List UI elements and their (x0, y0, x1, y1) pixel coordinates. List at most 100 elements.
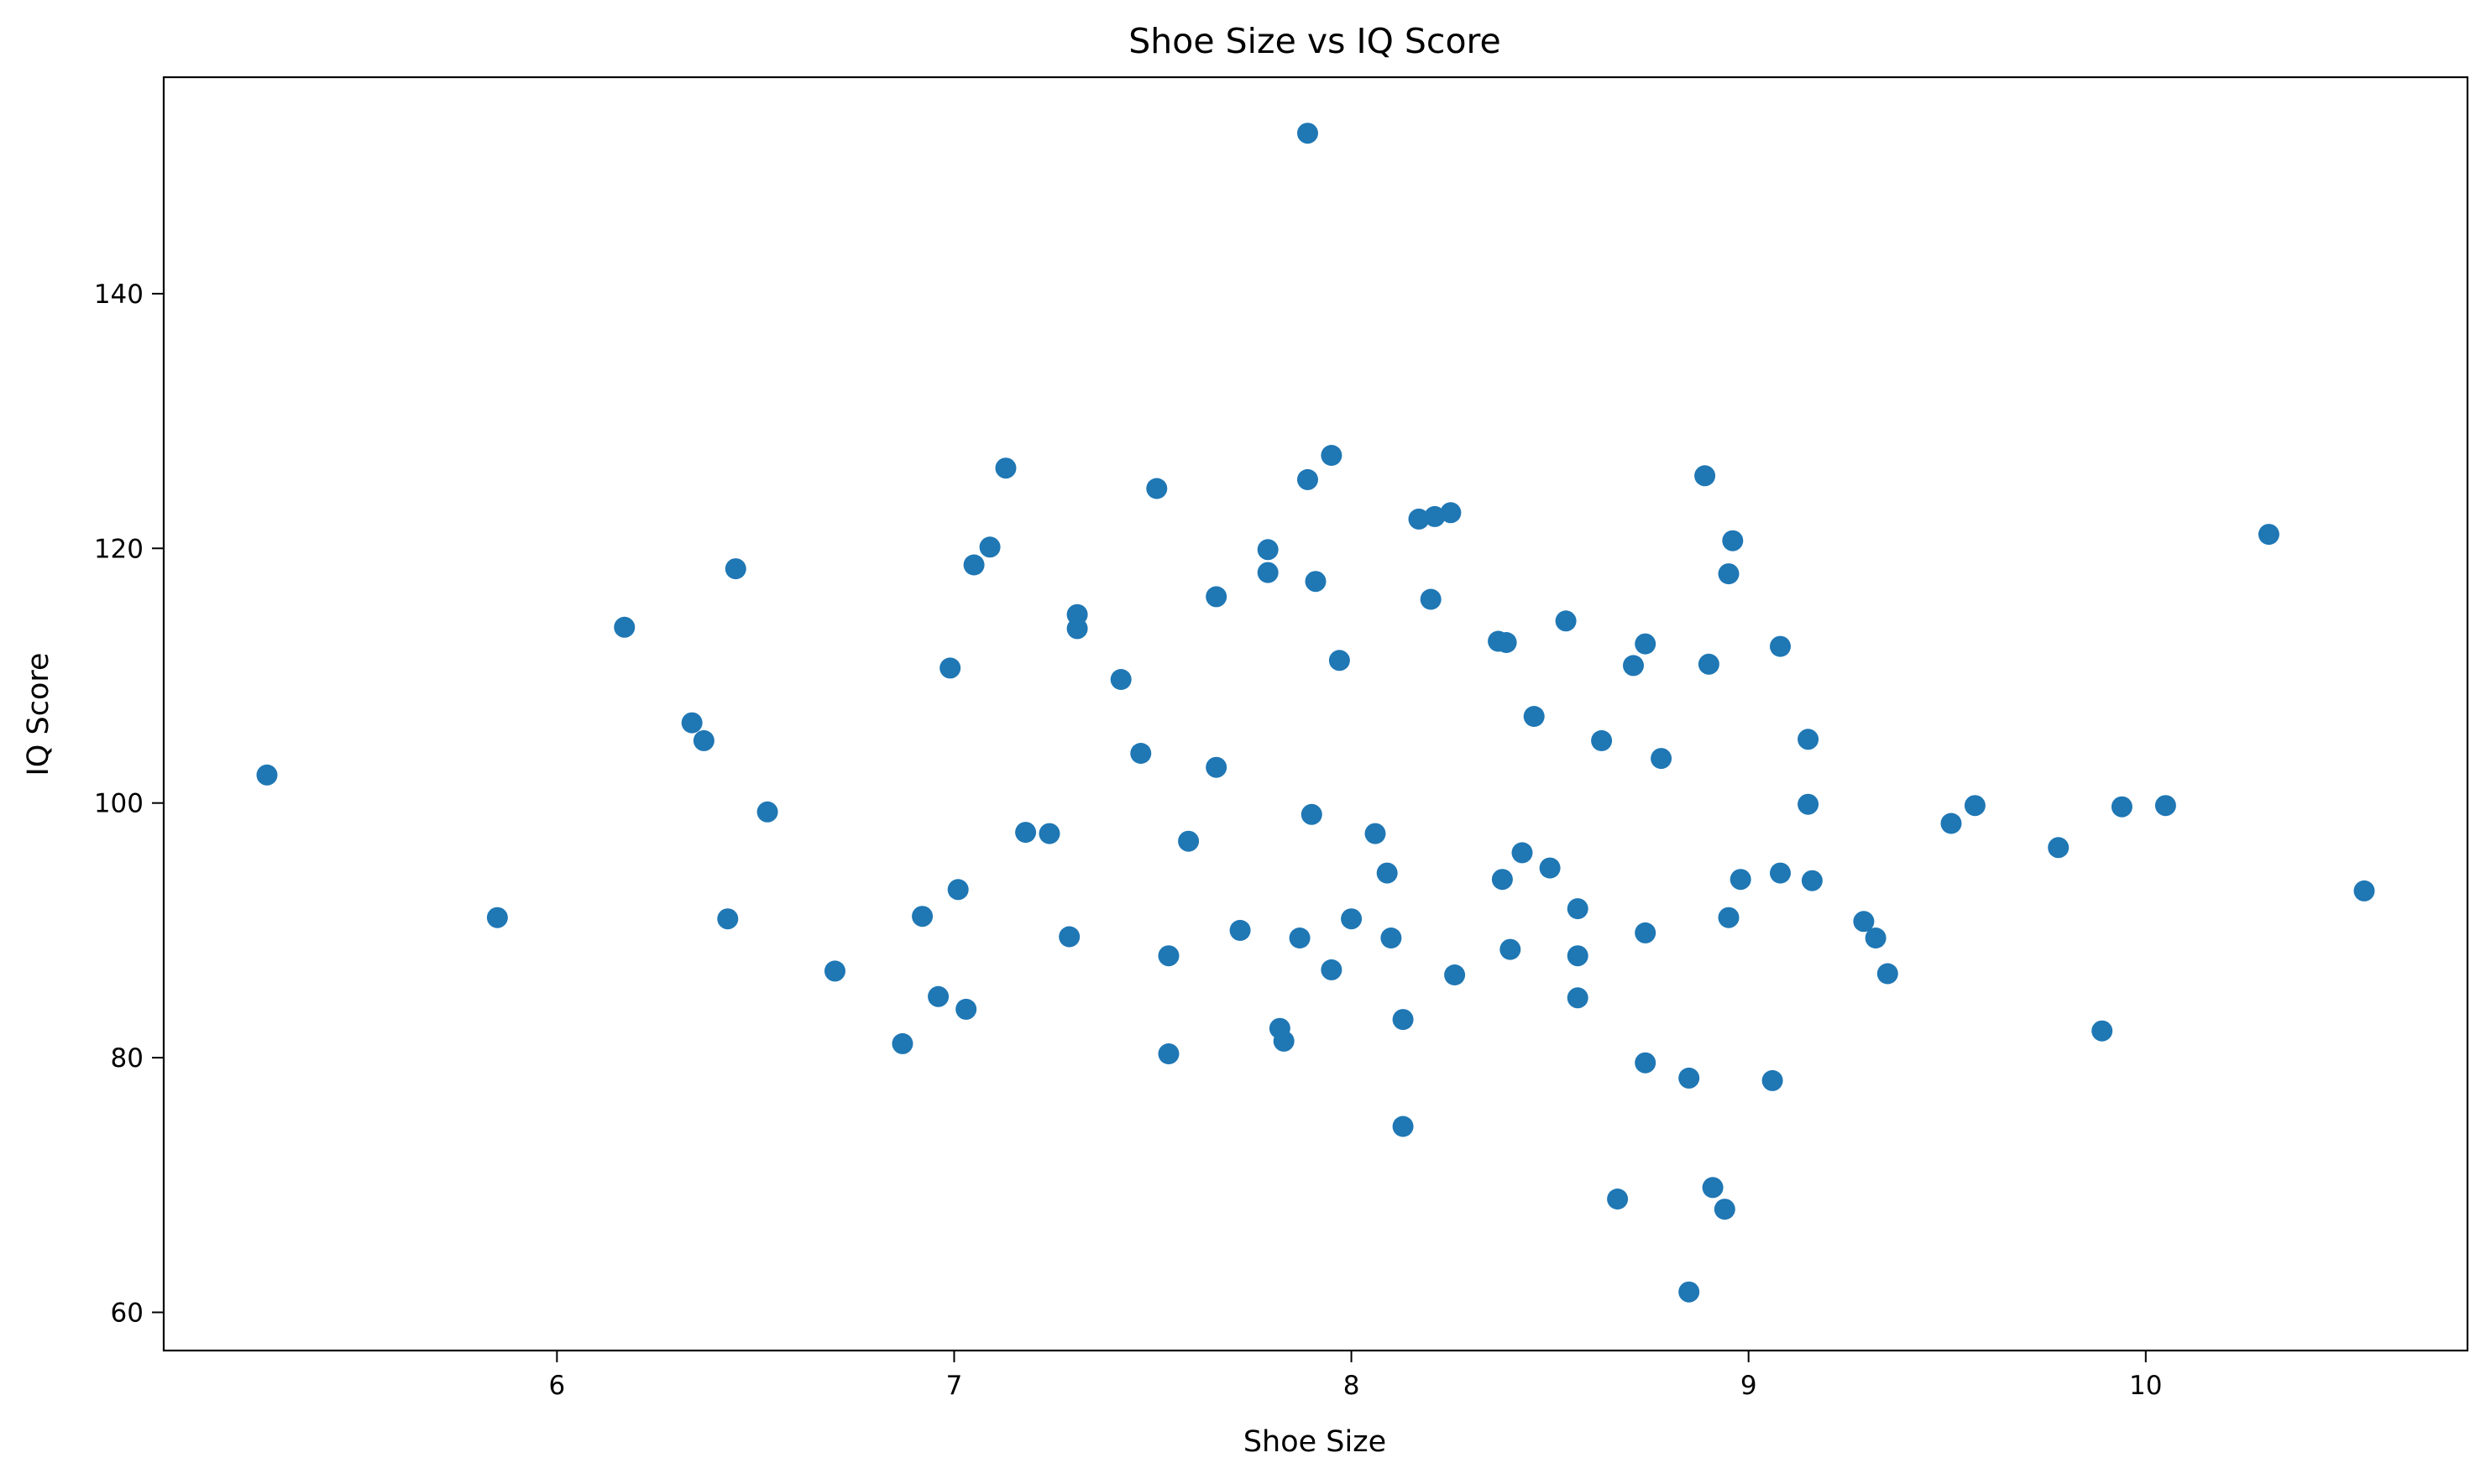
data-point-71 (1635, 1052, 1656, 1074)
data-point-70 (1635, 633, 1656, 655)
plot-area-frame (162, 76, 2469, 1352)
data-point-12 (939, 657, 961, 679)
data-point-97 (2154, 795, 2176, 817)
data-point-75 (1694, 465, 1716, 487)
data-point-93 (1964, 795, 1986, 817)
data-point-60 (1523, 706, 1545, 727)
data-point-31 (1229, 919, 1251, 941)
y-axis-label: IQ Score (22, 652, 55, 776)
data-point-26 (1158, 945, 1180, 967)
data-point-13 (947, 879, 969, 901)
x-tick-label-1: 7 (946, 1371, 963, 1401)
data-point-4 (693, 729, 714, 751)
data-point-61 (1539, 857, 1561, 879)
data-point-7 (756, 801, 778, 823)
data-point-32 (1257, 562, 1279, 583)
data-point-62 (1555, 610, 1577, 632)
data-point-46 (1376, 862, 1398, 884)
data-point-8 (824, 960, 845, 982)
data-point-35 (1273, 1030, 1295, 1052)
x-tick-label-4: 10 (2129, 1371, 2162, 1401)
y-tick-label-4: 140 (94, 280, 144, 310)
data-point-88 (1801, 870, 1823, 891)
data-point-73 (1678, 1067, 1700, 1089)
data-point-40 (1305, 571, 1327, 593)
data-point-59 (1511, 842, 1533, 864)
data-point-68 (1623, 655, 1644, 677)
data-point-10 (912, 906, 934, 928)
data-point-90 (1865, 928, 1887, 948)
data-point-39 (1300, 803, 1322, 825)
data-point-83 (1761, 1069, 1783, 1091)
data-point-98 (2258, 524, 2279, 546)
data-point-66 (1591, 729, 1613, 751)
data-point-95 (2091, 1020, 2113, 1042)
x-tick-label-3: 9 (1740, 1371, 1757, 1401)
y-tick-label-1: 80 (111, 1043, 144, 1074)
data-point-14 (955, 998, 977, 1020)
data-point-5 (717, 908, 739, 930)
data-point-85 (1770, 862, 1791, 884)
data-point-42 (1321, 959, 1342, 980)
data-point-80 (1718, 907, 1740, 928)
data-point-47 (1380, 928, 1402, 948)
data-point-92 (1940, 813, 1962, 834)
data-point-49 (1392, 1116, 1414, 1137)
data-point-78 (1714, 1199, 1735, 1220)
data-point-81 (1722, 530, 1744, 551)
data-point-53 (1440, 502, 1462, 524)
data-point-0 (256, 764, 278, 786)
y-tick-label-0: 60 (111, 1298, 144, 1328)
data-point-82 (1730, 869, 1751, 891)
data-point-48 (1392, 1009, 1414, 1031)
data-point-51 (1420, 588, 1442, 610)
data-point-50 (1408, 508, 1430, 530)
data-point-11 (928, 985, 950, 1007)
data-point-57 (1495, 632, 1517, 653)
data-point-76 (1698, 653, 1719, 675)
data-point-79 (1718, 563, 1740, 585)
data-point-41 (1321, 445, 1342, 466)
data-point-30 (1206, 586, 1227, 608)
data-point-15 (963, 554, 985, 576)
chart-title: Shoe Size vs IQ Score (1128, 21, 1500, 61)
data-point-74 (1678, 1281, 1700, 1303)
data-point-28 (1178, 830, 1200, 852)
data-point-9 (892, 1032, 913, 1054)
data-point-19 (1039, 823, 1060, 844)
x-tick-label-2: 8 (1343, 1371, 1360, 1401)
data-point-25 (1146, 478, 1168, 499)
data-point-2 (614, 616, 636, 638)
y-axis-ticks: 60 80 100 120 140 (94, 280, 164, 1328)
data-point-84 (1770, 635, 1791, 657)
data-point-99 (2353, 880, 2375, 901)
data-point-63 (1567, 898, 1588, 920)
data-point-3 (681, 712, 703, 734)
data-point-36 (1289, 928, 1311, 948)
data-point-37 (1297, 468, 1318, 490)
data-point-16 (979, 536, 1001, 558)
data-point-1 (486, 907, 508, 928)
data-point-23 (1110, 669, 1132, 690)
data-point-94 (2048, 837, 2070, 859)
data-point-43 (1328, 650, 1350, 671)
x-axis-label: Shoe Size (1243, 1425, 1386, 1459)
data-point-52 (1424, 505, 1446, 527)
data-point-64 (1567, 945, 1588, 967)
data-point-44 (1341, 908, 1363, 930)
data-point-38 (1297, 123, 1318, 144)
data-point-54 (1444, 964, 1466, 985)
data-point-77 (1702, 1177, 1724, 1199)
y-tick-label-2: 100 (94, 789, 144, 819)
data-point-24 (1130, 743, 1152, 764)
data-point-69 (1635, 922, 1656, 943)
y-tick-label-3: 120 (94, 534, 144, 564)
data-point-6 (725, 558, 746, 580)
data-point-67 (1607, 1189, 1629, 1210)
data-point-72 (1651, 748, 1672, 770)
data-point-29 (1206, 756, 1227, 778)
x-tick-label-0: 6 (549, 1371, 566, 1401)
data-point-17 (995, 457, 1017, 479)
